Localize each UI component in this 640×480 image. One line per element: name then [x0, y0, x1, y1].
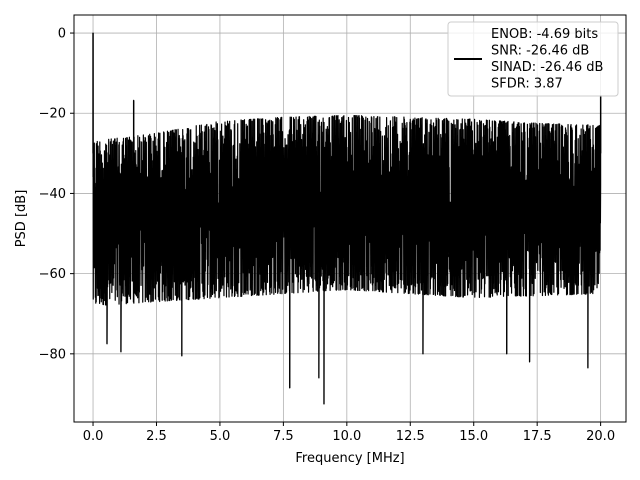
psd-trace [92, 32, 602, 405]
x-tick-label: 20.0 [586, 429, 615, 444]
x-axis-ticks: 0.0 2.5 5.0 7.5 10.0 12.5 15.0 17.5 20.0 [83, 422, 615, 444]
x-axis-label: Frequency [MHz] [295, 451, 404, 466]
x-tick-label: 10.0 [332, 429, 361, 444]
legend-snr: SNR: -26.46 dB [491, 44, 589, 59]
y-tick-label: −40 [39, 187, 66, 202]
legend-sfdr: SFDR: 3.87 [491, 77, 563, 92]
legend-box [447, 21, 619, 97]
x-tick-label: 5.0 [210, 429, 231, 444]
legend-enob: ENOB: -4.69 bits [491, 27, 598, 42]
y-tick-label: −20 [39, 107, 66, 122]
x-tick-label: 12.5 [396, 429, 425, 444]
y-tick-label: −80 [39, 347, 66, 362]
y-axis-label: PSD [dB] [14, 190, 29, 248]
psd-series [92, 32, 602, 405]
x-tick-label: 2.5 [146, 429, 167, 444]
legend: ENOB: -4.69 bits SNR: -26.46 dB SINAD: -… [447, 21, 619, 97]
legend-sinad: SINAD: -26.46 dB [491, 60, 603, 75]
x-tick-label: 15.0 [459, 429, 488, 444]
y-tick-label: 0 [58, 27, 66, 42]
y-tick-label: −60 [39, 267, 66, 282]
y-axis-ticks: 0 −20 −40 −60 −80 [39, 27, 74, 362]
x-tick-label: 17.5 [523, 429, 552, 444]
x-tick-label: 7.5 [273, 429, 294, 444]
axes-frame [73, 14, 627, 423]
x-tick-label: 0.0 [83, 429, 104, 444]
